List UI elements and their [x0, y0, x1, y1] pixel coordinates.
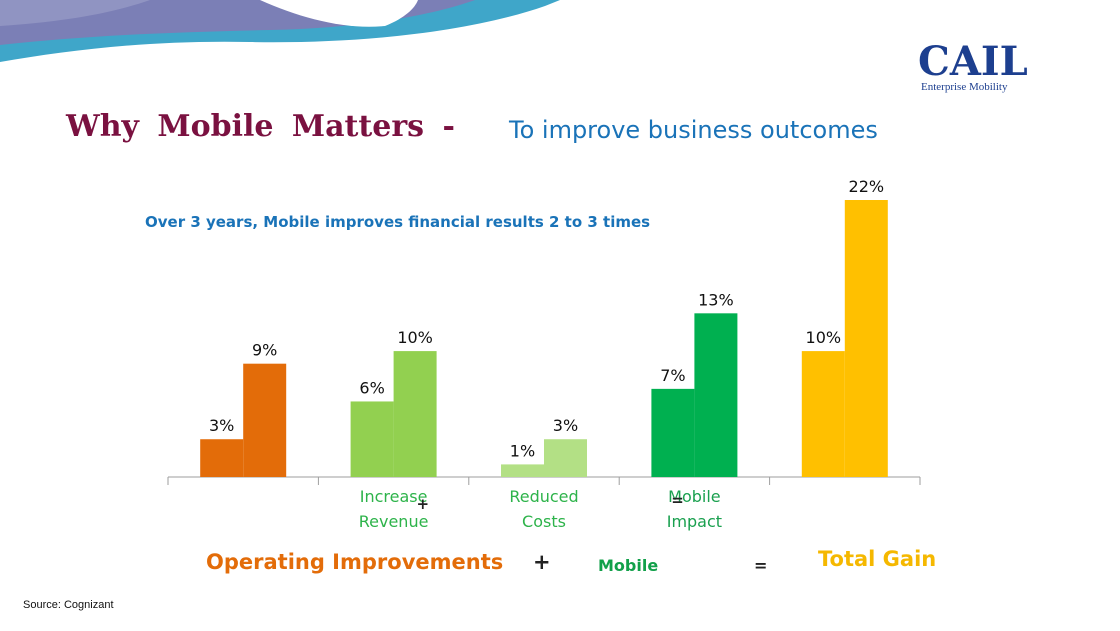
page-subtitle: To improve business outcomes	[509, 116, 878, 144]
x-tick-label-group-4-line-1: Mobile	[668, 487, 720, 506]
bar-group-5-bar-1	[801, 351, 845, 477]
summary-equals-sign: =	[754, 556, 768, 575]
bar-group-4-bar-1	[651, 388, 695, 477]
company-logo: CAIL	[918, 38, 1028, 85]
company-tagline: Enterprise Mobility	[921, 81, 1008, 93]
summary-operating-improvements: Operating Improvements	[206, 550, 504, 574]
bar-group-3-bar-1	[501, 464, 544, 477]
data-label-group-1-bar-1: 3%	[209, 416, 234, 435]
data-label-group-1-bar-2: 9%	[252, 341, 277, 360]
source-citation: Source: Cognizant	[23, 599, 114, 611]
header-wave-decoration	[0, 0, 560, 62]
page-title: Why Mobile Matters -	[66, 109, 455, 144]
x-tick-label-group-3-line-1: Reduced	[509, 487, 578, 506]
summary-mobile: Mobile	[598, 556, 659, 575]
x-tick-label-group-3-line-2: Costs	[522, 512, 566, 531]
bar-group-4-bar-2	[694, 313, 738, 477]
bar-group-2-bar-2	[393, 351, 437, 477]
bar-group-1-bar-2	[243, 363, 287, 477]
summary-plus-sign: +	[533, 550, 551, 574]
data-label-group-3-bar-1: 1%	[510, 441, 535, 460]
bar-group-3-bar-2	[544, 439, 587, 477]
x-tick-label-group-2-line-1: Increase	[360, 487, 428, 506]
data-label-group-5-bar-1: 10%	[806, 328, 842, 347]
x-tick-label-group-4-line-2: Impact	[667, 512, 722, 531]
data-label-group-3-bar-2: 3%	[553, 416, 578, 435]
bar-group-1-bar-1	[200, 439, 244, 477]
bar-group-2-bar-1	[350, 401, 394, 477]
data-label-group-2-bar-1: 6%	[359, 378, 384, 397]
data-label-group-4-bar-1: 7%	[660, 366, 685, 385]
chart-operator-2: =	[671, 491, 684, 509]
chart-operator-1: +	[417, 495, 430, 513]
bar-group-5-bar-2	[844, 200, 888, 477]
data-label-group-4-bar-2: 13%	[698, 290, 734, 309]
summary-total-gain: Total Gain	[818, 547, 937, 571]
data-label-group-2-bar-2: 10%	[397, 328, 433, 347]
x-tick-label-group-2-line-2: Revenue	[359, 512, 429, 531]
data-label-group-5-bar-2: 22%	[849, 177, 885, 196]
chart-note: Over 3 years, Mobile improves financial …	[145, 213, 651, 231]
